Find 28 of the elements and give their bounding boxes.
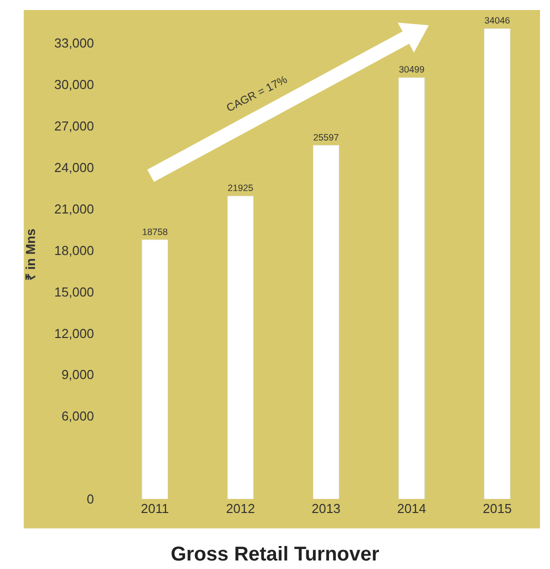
y-tick-label: 30,000 xyxy=(54,77,94,92)
y-tick-label: 15,000 xyxy=(54,284,94,300)
bar xyxy=(312,145,340,499)
y-tick-label: 33,000 xyxy=(54,36,94,51)
data-label: 25597 xyxy=(313,132,339,142)
y-tick-label: 24,000 xyxy=(54,160,94,176)
text: Gross Retail Turnover xyxy=(170,543,380,566)
y-axis-title: ₹ in Mns xyxy=(23,228,38,280)
x-tick-label: 2012 xyxy=(226,501,255,516)
y-tick-label: 0 xyxy=(86,492,94,507)
y-tick-label: 6,000 xyxy=(61,408,94,424)
data-label: 30499 xyxy=(398,64,424,75)
y-tick-label: 21,000 xyxy=(54,201,94,216)
bar xyxy=(398,77,425,499)
bar xyxy=(484,28,510,499)
bar xyxy=(142,240,168,499)
x-tick-label: 2011 xyxy=(140,501,169,516)
y-tick-label: 9,000 xyxy=(61,367,94,382)
x-tick-label: 2014 xyxy=(397,501,426,516)
x-tick-label: 2013 xyxy=(312,501,341,516)
y-tick-label: 12,000 xyxy=(54,326,94,341)
data-label: 34046 xyxy=(484,16,510,26)
data-label: 18758 xyxy=(142,226,168,237)
data-label: 21925 xyxy=(228,183,254,194)
bar xyxy=(227,196,254,499)
y-tick-label: 18,000 xyxy=(54,242,94,258)
x-tick-label: 2015 xyxy=(482,501,512,516)
y-tick-label: 27,000 xyxy=(54,118,94,134)
